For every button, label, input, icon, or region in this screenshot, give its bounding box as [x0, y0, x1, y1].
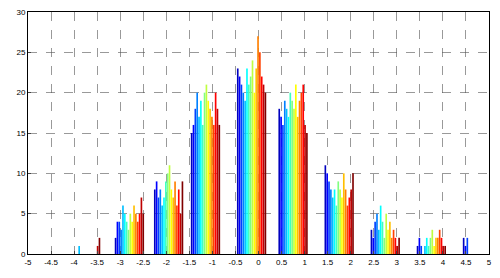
svg-text:-1: -1	[209, 258, 217, 267]
svg-text:0: 0	[256, 258, 261, 267]
svg-text:2: 2	[348, 258, 353, 267]
svg-text:3: 3	[395, 258, 400, 267]
svg-text:5: 5	[487, 258, 492, 267]
svg-text:4.5: 4.5	[460, 258, 472, 267]
svg-text:-4.5: -4.5	[44, 258, 58, 267]
svg-text:2.5: 2.5	[368, 258, 380, 267]
svg-text:-3: -3	[117, 258, 125, 267]
svg-text:0.5: 0.5	[276, 258, 288, 267]
svg-text:20: 20	[16, 88, 25, 97]
svg-text:-2: -2	[163, 258, 171, 267]
svg-text:1: 1	[302, 258, 307, 267]
svg-text:-1.5: -1.5	[182, 258, 196, 267]
svg-text:1.5: 1.5	[322, 258, 334, 267]
svg-text:-4: -4	[71, 258, 79, 267]
svg-text:25: 25	[16, 48, 25, 57]
svg-text:4: 4	[441, 258, 446, 267]
svg-text:-0.5: -0.5	[229, 258, 243, 267]
svg-text:-2.5: -2.5	[136, 258, 150, 267]
svg-text:-3.5: -3.5	[90, 258, 104, 267]
svg-text:10: 10	[16, 169, 25, 178]
svg-text:3.5: 3.5	[414, 258, 426, 267]
svg-text:0: 0	[21, 250, 26, 259]
svg-text:30: 30	[16, 8, 25, 17]
svg-text:15: 15	[16, 129, 25, 138]
svg-text:5: 5	[21, 209, 26, 218]
svg-text:-5: -5	[24, 258, 32, 267]
